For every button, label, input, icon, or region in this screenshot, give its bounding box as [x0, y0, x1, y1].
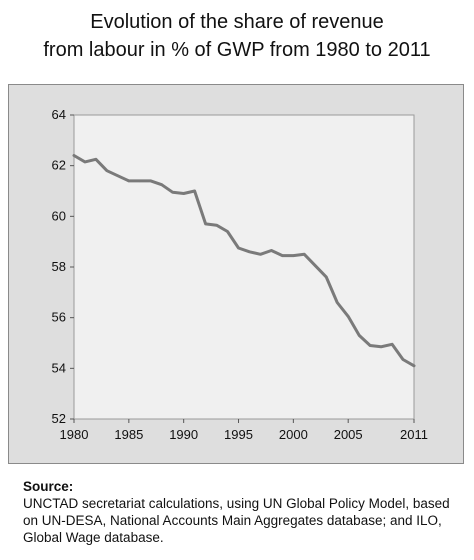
data-point — [226, 230, 229, 233]
data-point — [204, 222, 207, 226]
line-chart: 52 54 56 58 60 62 64 1980 1985 1990 1995 2000 2005 20… — [52, 107, 428, 442]
x-tick-label: 1980 — [60, 427, 89, 442]
source-heading: Source: — [23, 479, 74, 494]
x-tick-label: 2000 — [279, 427, 308, 442]
data-point — [105, 169, 109, 172]
chart-title-line-1: Evolution of the share of revenue — [90, 11, 384, 33]
x-tick-label: 1985 — [114, 427, 143, 442]
data-point — [259, 253, 262, 256]
chart-title: Evolution of the share of revenue from l… — [0, 8, 474, 64]
y-tick-label: 64 — [52, 107, 66, 122]
data-point — [325, 275, 328, 279]
y-tick-label: 60 — [52, 208, 66, 223]
x-tick-label: 1995 — [224, 427, 253, 442]
data-point — [94, 158, 98, 161]
data-point — [237, 246, 240, 250]
data-point — [138, 179, 142, 183]
data-point — [412, 364, 416, 367]
data-point — [171, 191, 174, 194]
data-point — [193, 189, 196, 193]
data-point — [72, 154, 76, 157]
data-point — [215, 224, 218, 227]
data-point — [270, 249, 273, 252]
chart-title-line-2: from labour in % of GWP from 1980 to 201… — [43, 39, 431, 61]
x-tick-label: 1990 — [169, 427, 198, 442]
source-note: Source: UNCTAD secretariat calculations,… — [23, 478, 468, 546]
y-tick-label: 62 — [52, 158, 66, 173]
data-point — [346, 315, 350, 318]
data-point — [127, 179, 131, 183]
data-point — [379, 345, 383, 348]
series-line — [72, 154, 416, 368]
data-point — [336, 301, 339, 304]
data-point — [368, 344, 372, 347]
data-point — [248, 250, 251, 253]
data-point — [160, 183, 163, 186]
y-tick-label: 52 — [52, 411, 66, 426]
data-point — [83, 160, 87, 164]
source-text: UNCTAD secretariat calculations, using U… — [23, 496, 450, 545]
y-tick-label: 58 — [52, 259, 66, 274]
y-tick-label: 56 — [52, 310, 66, 325]
data-point — [149, 179, 152, 183]
data-point — [357, 334, 361, 337]
x-tick-label: 2005 — [334, 427, 363, 442]
y-tick-label: 54 — [52, 360, 66, 375]
data-point — [292, 254, 295, 257]
data-point — [390, 343, 394, 346]
data-point — [401, 358, 405, 361]
x-tick-label: 2011 — [400, 427, 428, 442]
plot-area — [73, 114, 415, 420]
data-point — [314, 264, 317, 267]
data-point — [182, 192, 185, 195]
data-point — [116, 174, 120, 177]
data-point — [281, 254, 284, 257]
data-point — [303, 253, 306, 256]
chart-panel: 52 54 56 58 60 62 64 1980 1985 1990 1995 2000 2005 20… — [8, 84, 464, 464]
